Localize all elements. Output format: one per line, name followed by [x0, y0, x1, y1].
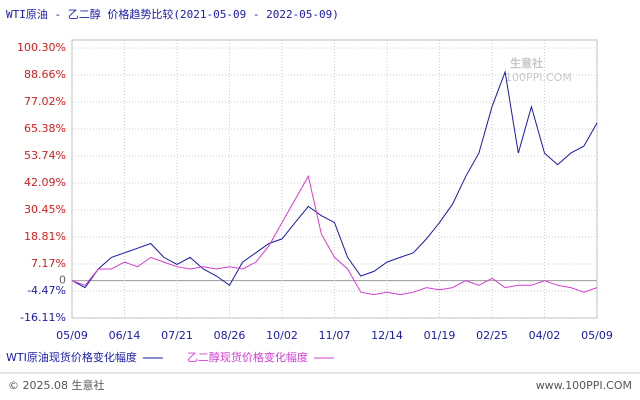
x-tick-label: 06/14: [109, 329, 141, 342]
x-tick-label: 12/14: [371, 329, 403, 342]
y-tick-label: 53.74%: [24, 149, 66, 162]
x-tick-label: 05/09: [581, 329, 613, 342]
footer-left: © 2025.08 生意社: [8, 378, 104, 392]
y-tick-label: 88.66%: [24, 68, 66, 81]
footer-right: www.100PPI.COM: [536, 379, 632, 392]
watermark-sub: 100PPI.COM: [505, 71, 572, 84]
y-tick-label: -4.47%: [27, 284, 66, 297]
x-tick-label: 02/25: [476, 329, 508, 342]
y-tick-label: 30.45%: [24, 203, 66, 216]
x-tick-label: 01/19: [424, 329, 456, 342]
chart-title: WTI原油 - 乙二醇 价格趋势比较(2021-05-09 - 2022-05-…: [6, 7, 339, 21]
legend-label: WTI原油现货价格变化幅度: [6, 350, 137, 364]
y-tick-label: 0: [59, 274, 66, 287]
series-line: [71, 174, 598, 296]
y-tick-label: 100.30%: [17, 41, 66, 54]
y-tick-label: 65.38%: [24, 122, 66, 135]
x-tick-label: 04/02: [529, 329, 561, 342]
x-tick-label: 08/26: [214, 329, 246, 342]
y-tick-label: 18.81%: [24, 230, 66, 243]
series-line: [71, 69, 598, 289]
x-tick-label: 10/02: [266, 329, 298, 342]
legend-label: 乙二醇现货价格变化幅度: [187, 350, 308, 364]
y-tick-label: 7.17%: [31, 257, 66, 270]
x-tick-label: 05/09: [56, 329, 88, 342]
x-tick-label: 07/21: [161, 329, 193, 342]
y-tick-label: 42.09%: [24, 176, 66, 189]
y-tick-label: -16.11%: [20, 311, 66, 324]
watermark: 生意社: [510, 56, 543, 70]
x-tick-label: 11/07: [319, 329, 351, 342]
y-tick-label: 77.02%: [24, 95, 66, 108]
